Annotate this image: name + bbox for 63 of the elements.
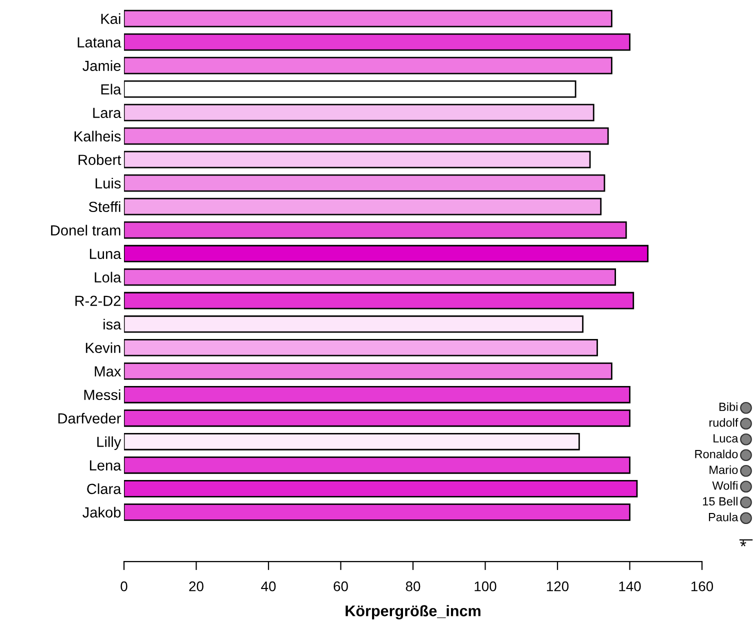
y-tick-label: Latana	[78, 37, 122, 48]
y-tick-label: Jamie	[82, 60, 121, 72]
y-tick-label: Steffi	[88, 201, 120, 212]
bar	[124, 80, 576, 98]
bar	[124, 338, 598, 356]
bar	[124, 244, 649, 262]
bar	[124, 480, 638, 498]
y-tick-label: Kai	[101, 13, 120, 24]
annotation: Ronaldo	[695, 450, 738, 458]
bar	[124, 386, 630, 404]
text: Wolfi	[712, 481, 738, 490]
bar	[124, 56, 612, 74]
bar	[124, 174, 606, 192]
text: Mario	[710, 465, 738, 474]
y-tick-label: Lola	[94, 272, 122, 283]
y-tick-label: Kalheis	[74, 130, 121, 142]
y-tick-label: Robert	[78, 154, 122, 166]
x-tick-label: 40	[261, 581, 276, 592]
y-tick-label: Lena	[90, 460, 122, 471]
bar	[124, 292, 634, 310]
y-tick-label: Lilly	[97, 436, 122, 450]
text: 15 Bell	[703, 496, 738, 506]
x-tick-label: 140	[619, 581, 641, 592]
bar	[124, 221, 627, 239]
x-tick-label: 80	[406, 581, 420, 592]
bar	[124, 503, 630, 521]
text: Luca	[714, 434, 738, 443]
bar	[124, 409, 630, 427]
x-tick-label: 60	[334, 581, 348, 592]
y-tick-label: Luis	[96, 178, 121, 189]
bar	[124, 432, 580, 450]
text: rudolf	[709, 418, 738, 427]
x-tick-label: 160	[691, 581, 714, 592]
y-tick-label: isa	[104, 318, 122, 330]
text: Bibi	[719, 402, 738, 412]
bar	[124, 127, 609, 145]
y-tick-label: R-2-D2	[75, 296, 120, 306]
bar	[124, 268, 616, 286]
y-tick-label: Kevin	[86, 342, 120, 354]
y-tick-label: Ela	[101, 84, 122, 95]
bar	[124, 150, 591, 168]
x-tick-label: 100	[474, 581, 496, 592]
bar	[124, 315, 584, 333]
bar	[124, 456, 630, 474]
x-tick-label: 0	[120, 581, 128, 592]
y-tick-label: Luna	[90, 248, 122, 260]
y-tick-label: Messi	[84, 389, 120, 400]
y-tick-label: Clara	[87, 483, 122, 494]
bar	[124, 104, 594, 122]
y-tick-label: Jakob	[82, 506, 121, 518]
bar	[124, 362, 612, 380]
x-tick-label: 20	[189, 581, 204, 592]
x-axis-title: Körpergröße_incm	[346, 605, 480, 620]
bar	[124, 10, 612, 28]
text: Paula	[708, 512, 738, 522]
y-tick-label: Max	[94, 366, 122, 377]
y-tick-label: Lara	[93, 108, 122, 118]
bar	[124, 33, 630, 51]
y-tick-label: Darfveder	[58, 412, 121, 424]
bar	[124, 198, 602, 216]
text: *	[740, 540, 746, 546]
y-tick-label: Donel tram	[51, 224, 120, 236]
x-tick-label: 120	[546, 581, 569, 592]
